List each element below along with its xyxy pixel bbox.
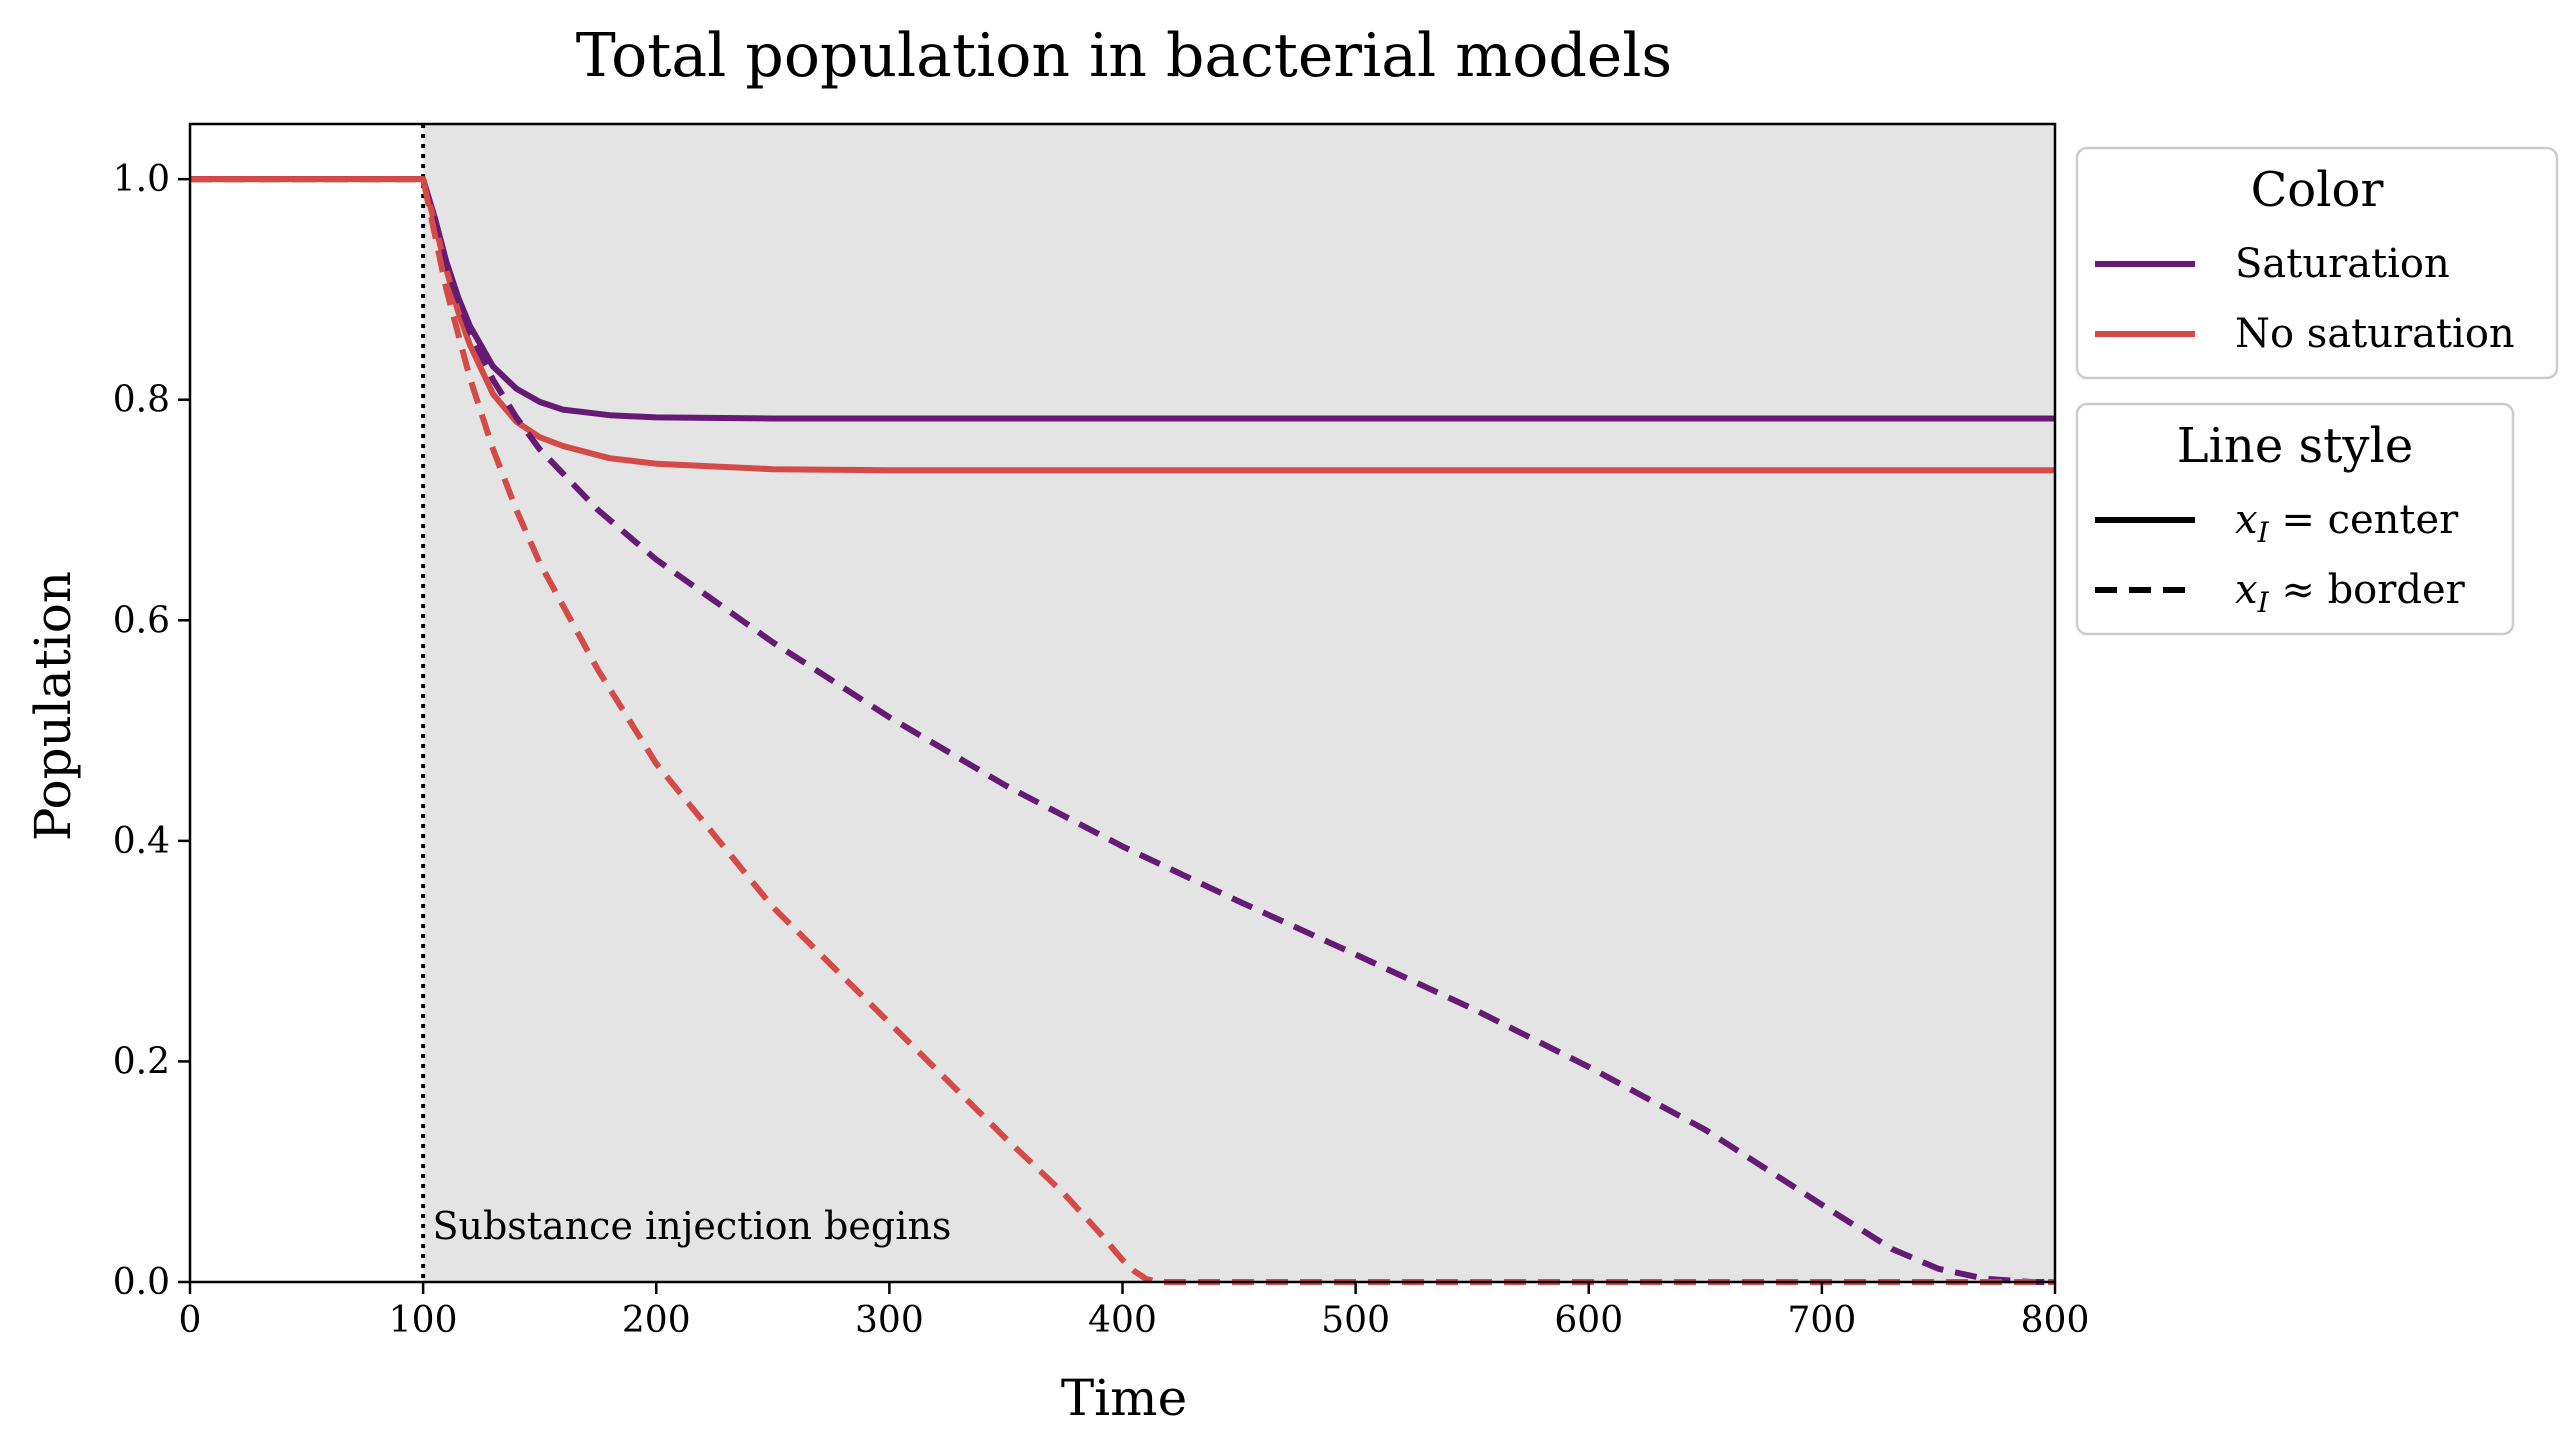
series-line-3: [190, 176, 2055, 1285]
x-tick-label: 400: [1088, 1300, 1157, 1341]
legend-frame: [2075, 146, 2559, 380]
legend-title: Line style: [2177, 418, 2414, 474]
legend-label: xI = center: [2235, 497, 2459, 549]
legend-title: Color: [2251, 162, 2384, 218]
legend-label: xI ≈ border: [2235, 567, 2466, 619]
x-tick-label: 500: [1321, 1300, 1390, 1341]
legend-frame: [2075, 402, 2515, 636]
x-tick-label: 100: [389, 1300, 458, 1341]
x-tick-label: 600: [1554, 1300, 1623, 1341]
plot-area: Substance injection begins 0 100 200 300 400 5…: [113, 122, 2090, 1341]
x-axis-label: Time: [1061, 1369, 1187, 1427]
y-axis-label: Population: [24, 571, 82, 841]
y-tick-label: 0.0: [113, 1262, 170, 1303]
legend-label: Saturation: [2235, 241, 2450, 287]
y-tick-label: 0.8: [113, 380, 170, 421]
x-tick-label: 300: [855, 1300, 924, 1341]
y-tick-label: 0.6: [113, 600, 170, 641]
x-tick-label: 200: [622, 1300, 691, 1341]
legend-color: Color Saturation No saturation: [2075, 146, 2559, 380]
legend-line-style: Line style xI = center xI ≈ border: [2075, 402, 2515, 636]
x-tick-label: 800: [2021, 1300, 2090, 1341]
legend-label: No saturation: [2235, 311, 2515, 357]
annotation-text: Substance injection begins: [432, 1204, 951, 1248]
x-tick-label: 0: [179, 1300, 202, 1341]
y-tick-label: 0.4: [113, 821, 170, 862]
y-tick-label: 1.0: [113, 159, 170, 200]
chart-title: Total population in bacterial models: [576, 21, 1672, 91]
x-tick-label: 700: [1788, 1300, 1857, 1341]
shaded-region: [423, 124, 2055, 1282]
y-tick-label: 0.2: [113, 1041, 170, 1082]
